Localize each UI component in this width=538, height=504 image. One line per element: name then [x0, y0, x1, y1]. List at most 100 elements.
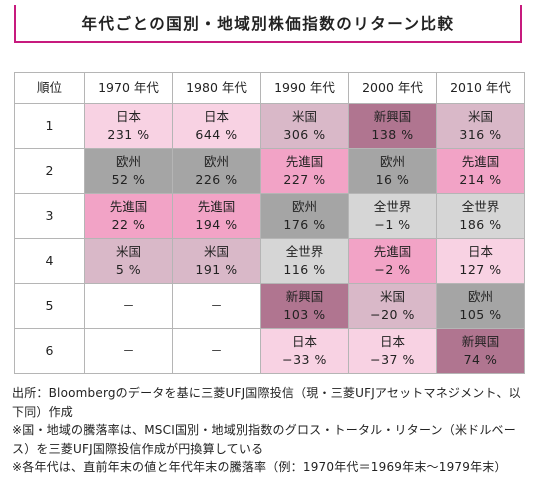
region-label: 欧州 — [467, 289, 493, 304]
return-value: 116 % — [283, 262, 326, 277]
return-cell: 米国 191 % — [172, 238, 261, 284]
note-index-method: ※国・地域の騰落率は、MSCI国別・地域別指数のグロス・トータル・リターン（米ド… — [12, 423, 516, 456]
return-value: 186 % — [459, 217, 502, 232]
region-label: 米国 — [115, 244, 141, 259]
empty-dash: － — [122, 344, 135, 358]
return-value: −33 % — [282, 352, 327, 367]
return-value: 306 % — [283, 127, 326, 142]
return-cell: 欧州 105 % — [436, 283, 525, 329]
empty-dash: － — [210, 344, 223, 358]
rank-cell: 5 — [14, 283, 85, 329]
table-row: 5 － － 新興国 103 % 米国 −20 % 欧州 105 % — [14, 283, 525, 329]
region-label: 日本 — [203, 109, 229, 124]
region-label: 欧州 — [379, 154, 405, 169]
return-cell: 米国 306 % — [260, 103, 349, 149]
return-cell: － — [172, 328, 261, 374]
title-box: 年代ごとの国別・地域別株価指数のリターン比較 — [14, 5, 522, 43]
return-value: −1 % — [374, 217, 411, 232]
return-value: 52 % — [111, 172, 146, 187]
rank-cell: 2 — [14, 148, 85, 194]
return-value: 644 % — [195, 127, 238, 142]
return-cell: 全世界 116 % — [260, 238, 349, 284]
note-period-definition: ※各年代は、直前年末の値と年代年末の騰落率（例：1970年代＝1969年末～19… — [12, 460, 507, 474]
return-cell: 米国 316 % — [436, 103, 525, 149]
return-cell: 先進国 −2 % — [348, 238, 437, 284]
return-cell: 先進国 227 % — [260, 148, 349, 194]
return-cell: 欧州 176 % — [260, 193, 349, 239]
return-value: 74 % — [463, 352, 498, 367]
region-label: 米国 — [467, 109, 493, 124]
region-label: 米国 — [203, 244, 229, 259]
table-row: 4 米国 5 % 米国 191 % 全世界 116 % 先進国 −2 % 日本 127 % — [14, 238, 525, 284]
return-cell: 新興国 138 % — [348, 103, 437, 149]
return-value: 127 % — [459, 262, 502, 277]
return-value: 231 % — [107, 127, 150, 142]
return-value: −37 % — [370, 352, 415, 367]
return-cell: 全世界 186 % — [436, 193, 525, 239]
returns-table: 順位 1970 年代 1980 年代 1990 年代 2000 年代 2010 … — [14, 72, 525, 374]
header-1970s: 1970 年代 — [84, 72, 173, 104]
empty-dash: － — [122, 299, 135, 313]
return-value: 226 % — [195, 172, 238, 187]
region-label: 先進国 — [197, 199, 236, 214]
region-label: 日本 — [291, 334, 317, 349]
return-value: 316 % — [459, 127, 502, 142]
region-label: 米国 — [379, 289, 405, 304]
region-label: 先進国 — [109, 199, 148, 214]
return-value: 103 % — [283, 307, 326, 322]
page-title: 年代ごとの国別・地域別株価指数のリターン比較 — [81, 15, 455, 33]
source-notes: 出所：Bloombergのデータを基に三菱UFJ国際投信（現・三菱UFJアセット… — [12, 384, 530, 477]
return-cell: 全世界 −1 % — [348, 193, 437, 239]
return-value: −2 % — [374, 262, 411, 277]
return-cell: 日本 −37 % — [348, 328, 437, 374]
return-cell: － — [172, 283, 261, 329]
rank-cell: 4 — [14, 238, 85, 284]
return-value: 194 % — [195, 217, 238, 232]
region-label: 全世界 — [461, 199, 500, 214]
header-1990s: 1990 年代 — [260, 72, 349, 104]
return-value: 214 % — [459, 172, 502, 187]
table-row: 3 先進国 22 % 先進国 194 % 欧州 176 % 全世界 −1 % 全世界 186 % — [14, 193, 525, 239]
region-label: 新興国 — [373, 109, 412, 124]
return-value: 5 % — [115, 262, 142, 277]
region-label: 先進国 — [461, 154, 500, 169]
header-rank: 順位 — [14, 72, 85, 104]
region-label: 日本 — [115, 109, 141, 124]
header-2010s: 2010 年代 — [436, 72, 525, 104]
return-cell: 欧州 52 % — [84, 148, 173, 194]
empty-dash: － — [210, 299, 223, 313]
return-cell: 日本 231 % — [84, 103, 173, 149]
region-label: 全世界 — [373, 199, 412, 214]
return-value: 138 % — [371, 127, 414, 142]
return-cell: 新興国 74 % — [436, 328, 525, 374]
return-cell: 先進国 22 % — [84, 193, 173, 239]
table-header-row: 順位 1970 年代 1980 年代 1990 年代 2000 年代 2010 … — [14, 72, 525, 104]
region-label: 新興国 — [461, 334, 500, 349]
return-cell: － — [84, 283, 173, 329]
return-value: 22 % — [111, 217, 146, 232]
region-label: 欧州 — [291, 199, 317, 214]
region-label: 先進国 — [373, 244, 412, 259]
return-cell: 日本 127 % — [436, 238, 525, 284]
return-cell: 日本 644 % — [172, 103, 261, 149]
region-label: 先進国 — [285, 154, 324, 169]
rank-cell: 3 — [14, 193, 85, 239]
return-cell: 新興国 103 % — [260, 283, 349, 329]
table-row: 2 欧州 52 % 欧州 226 % 先進国 227 % 欧州 16 % 先進国 214 % — [14, 148, 525, 194]
table-row: 1 日本 231 % 日本 644 % 米国 306 % 新興国 138 % 米国 316 % — [14, 103, 525, 149]
return-cell: 日本 −33 % — [260, 328, 349, 374]
region-label: 米国 — [291, 109, 317, 124]
region-label: 新興国 — [285, 289, 324, 304]
return-value: 176 % — [283, 217, 326, 232]
return-cell: 欧州 16 % — [348, 148, 437, 194]
return-value: 16 % — [375, 172, 410, 187]
region-label: 欧州 — [115, 154, 141, 169]
note-source: 出所：Bloombergのデータを基に三菱UFJ国際投信（現・三菱UFJアセット… — [12, 386, 521, 419]
table-row: 6 － － 日本 −33 % 日本 −37 % 新興国 74 % — [14, 328, 525, 374]
region-label: 日本 — [467, 244, 493, 259]
return-value: 191 % — [195, 262, 238, 277]
header-2000s: 2000 年代 — [348, 72, 437, 104]
return-cell: 米国 −20 % — [348, 283, 437, 329]
rank-cell: 6 — [14, 328, 85, 374]
header-1980s: 1980 年代 — [172, 72, 261, 104]
